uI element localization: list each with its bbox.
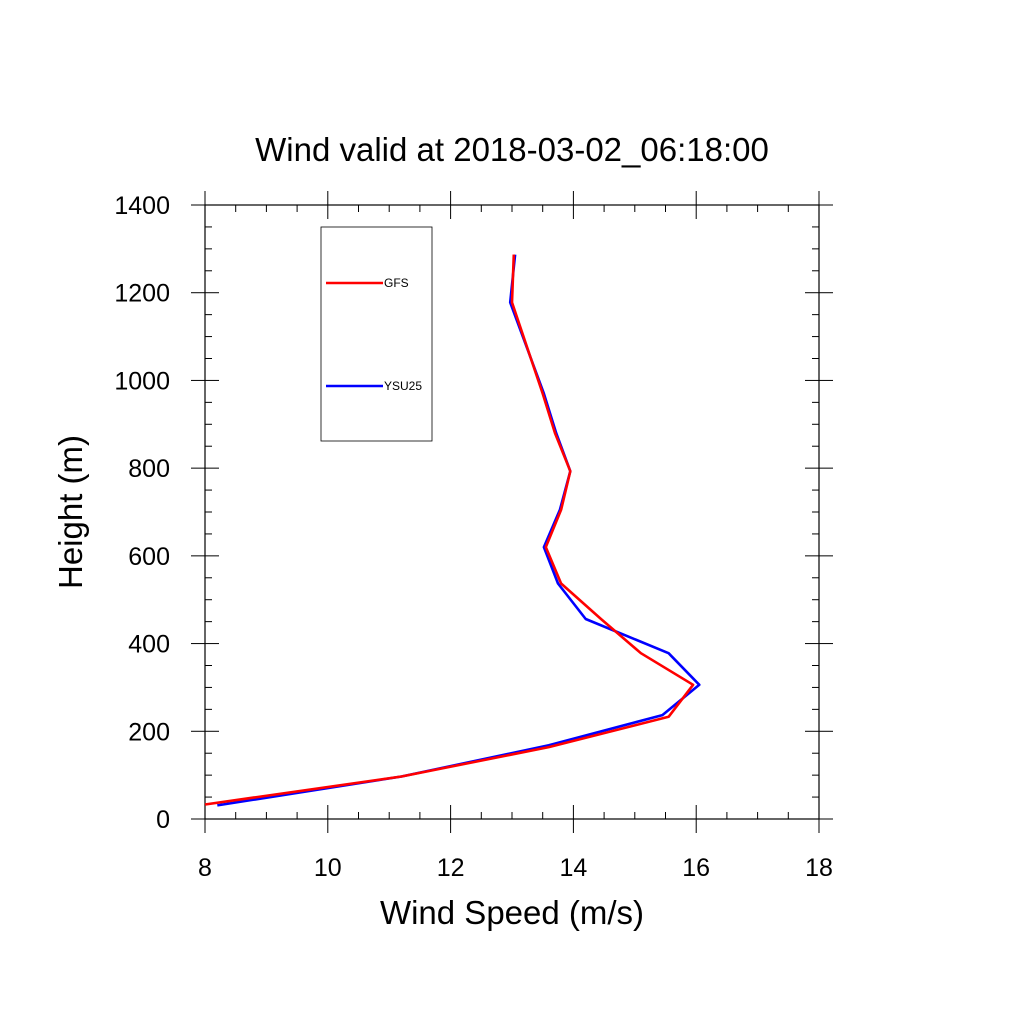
- series-line-ysu25: [217, 254, 701, 807]
- series-lines: [204, 254, 701, 807]
- x-tick-label: 12: [437, 854, 465, 882]
- x-tick-label: 8: [198, 854, 212, 882]
- x-tick-label: 10: [314, 854, 342, 882]
- y-tick-label: 200: [128, 718, 170, 746]
- y-tick-label: 800: [128, 455, 170, 483]
- y-tick-label: 1200: [114, 280, 170, 308]
- y-axis: 0 200 400 600 800 1000 1200 1400: [114, 192, 833, 834]
- x-tick-label: 16: [682, 854, 710, 882]
- legend-box: [320, 226, 433, 442]
- x-tick-label: 14: [559, 854, 587, 882]
- y-tick-label: 1400: [114, 192, 170, 220]
- y-tick-label: 0: [156, 806, 170, 834]
- x-tick-label: 18: [805, 854, 833, 882]
- y-tick-label: 1000: [114, 367, 170, 395]
- y-tick-label: 400: [128, 631, 170, 659]
- series-line-gfs: [204, 254, 695, 806]
- chart-title: Wind valid at 2018-03-02_06:18:00: [255, 131, 769, 168]
- x-axis: 8 10 12 14 16 18: [198, 191, 833, 882]
- y-tick-label: 600: [128, 543, 170, 571]
- legend: GFS YSU25: [320, 226, 433, 442]
- y-axis-label: Height (m): [52, 435, 89, 589]
- legend-label-gfs: GFS: [384, 276, 409, 290]
- legend-label-ysu25: YSU25: [384, 379, 422, 393]
- x-axis-label: Wind Speed (m/s): [380, 894, 644, 931]
